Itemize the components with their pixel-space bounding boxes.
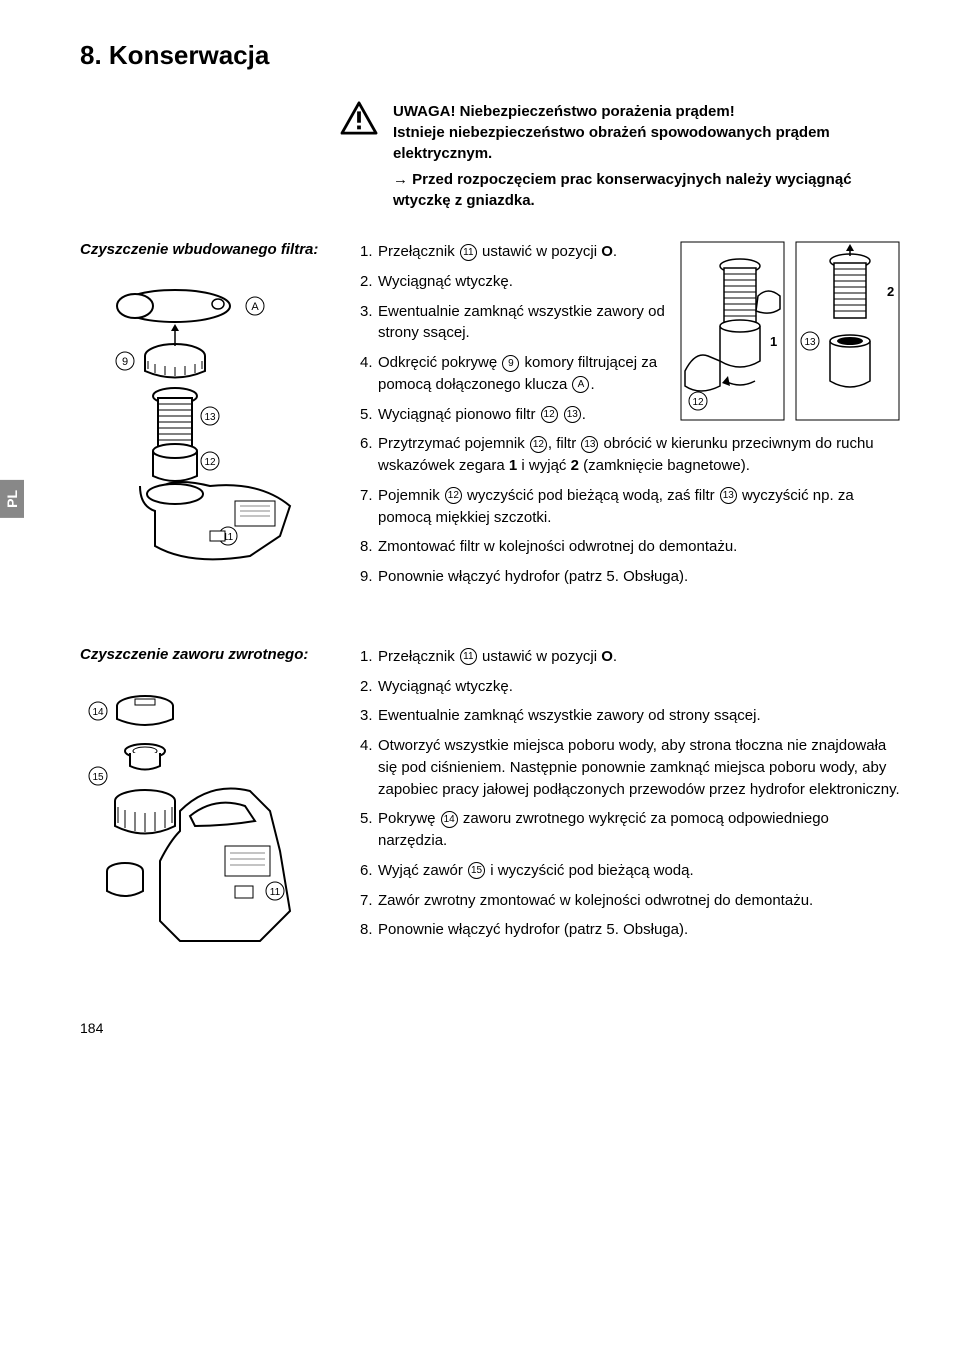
ref-A: A <box>572 376 589 393</box>
step: Zawór zwrotny zmontować w kolejności odw… <box>360 890 900 912</box>
warning-title: UWAGA! Niebezpieczeństwo porażenia prąde… <box>393 101 900 122</box>
svg-text:13: 13 <box>204 412 216 423</box>
step: Wyciągnąć wtyczkę. <box>360 271 900 293</box>
svg-text:15: 15 <box>92 772 104 783</box>
warning-text: UWAGA! Niebezpieczeństwo porażenia prąde… <box>393 101 900 211</box>
ref-12: 12 <box>541 406 558 423</box>
ref-13: 13 <box>581 436 598 453</box>
ref-15: 15 <box>468 862 485 879</box>
section1-heading: Czyszczenie wbudowanego filtra: <box>80 241 340 258</box>
section2-steps: Przełącznik 11 ustawić w pozycji O. Wyci… <box>360 646 900 941</box>
step: Zmontować filtr w kolejności odwrotnej d… <box>360 536 900 558</box>
page-title: 8. Konserwacja <box>80 40 900 71</box>
valve-diagram: 14 15 11 <box>80 681 320 961</box>
svg-text:11: 11 <box>270 887 281 898</box>
step: Pokrywę 14 zaworu zwrotnego wykręcić za … <box>360 808 900 852</box>
warning-action: → Przed rozpoczęciem prac konserwacyjnyc… <box>393 169 900 211</box>
step: Przełącznik 11 ustawić w pozycji O. <box>360 241 900 263</box>
step: Przełącznik 11 ustawić w pozycji O. <box>360 646 900 668</box>
ref-13: 13 <box>720 487 737 504</box>
section-valve-cleaning: Czyszczenie zaworu zwrotnego: 14 15 <box>80 646 900 966</box>
svg-text:14: 14 <box>92 707 104 718</box>
step: Ponownie włączyć hydrofor (patrz 5. Obsł… <box>360 919 900 941</box>
step: Ponownie włączyć hydrofor (patrz 5. Obsł… <box>360 566 900 588</box>
step: Odkręcić pokrywę 9 komory filtrującej za… <box>360 352 900 396</box>
step: Przytrzymać pojemnik 12, filtr 13 obróci… <box>360 433 900 477</box>
warning-icon <box>340 101 378 135</box>
ref-11: 11 <box>460 648 477 665</box>
warning-action-text: Przed rozpoczęciem prac konserwacyjnych … <box>393 171 852 209</box>
ref-14: 14 <box>441 811 458 828</box>
step: Wyjąć zawór 15 i wyczyścić pod bieżącą w… <box>360 860 900 882</box>
step: Wyciągnąć wtyczkę. <box>360 676 900 698</box>
warning-box: UWAGA! Niebezpieczeństwo porażenia prąde… <box>340 101 900 211</box>
ref-12: 12 <box>445 487 462 504</box>
section2-heading: Czyszczenie zaworu zwrotnego: <box>80 646 340 663</box>
svg-text:A: A <box>251 301 259 313</box>
svg-text:9: 9 <box>122 356 128 368</box>
step: Ewentualnie zamknąć wszystkie zawory od … <box>360 705 900 727</box>
step: Pojemnik 12 wyczyścić pod bieżącą wodą, … <box>360 485 900 529</box>
step: Wyciągnąć pionowo filtr 12 13. <box>360 404 900 426</box>
ref-11: 11 <box>460 244 477 261</box>
ref-12: 12 <box>530 436 547 453</box>
step: Otworzyć wszystkie miejsca poboru wody, … <box>360 735 900 800</box>
language-tab: PL <box>0 480 24 518</box>
page-number: 184 <box>80 1020 103 1036</box>
filter-diagram: A 9 13 12 <box>80 276 320 576</box>
arrow-icon: → <box>393 171 408 188</box>
ref-13: 13 <box>564 406 581 423</box>
svg-text:12: 12 <box>204 457 216 468</box>
ref-9: 9 <box>502 355 519 372</box>
warning-line: Istnieje niebezpieczeństwo obrażeń spowo… <box>393 122 900 164</box>
section-filter-cleaning: Czyszczenie wbudowanego filtra: A 9 13 <box>80 241 900 596</box>
step: Ewentualnie zamknąć wszystkie zawory od … <box>360 301 900 345</box>
